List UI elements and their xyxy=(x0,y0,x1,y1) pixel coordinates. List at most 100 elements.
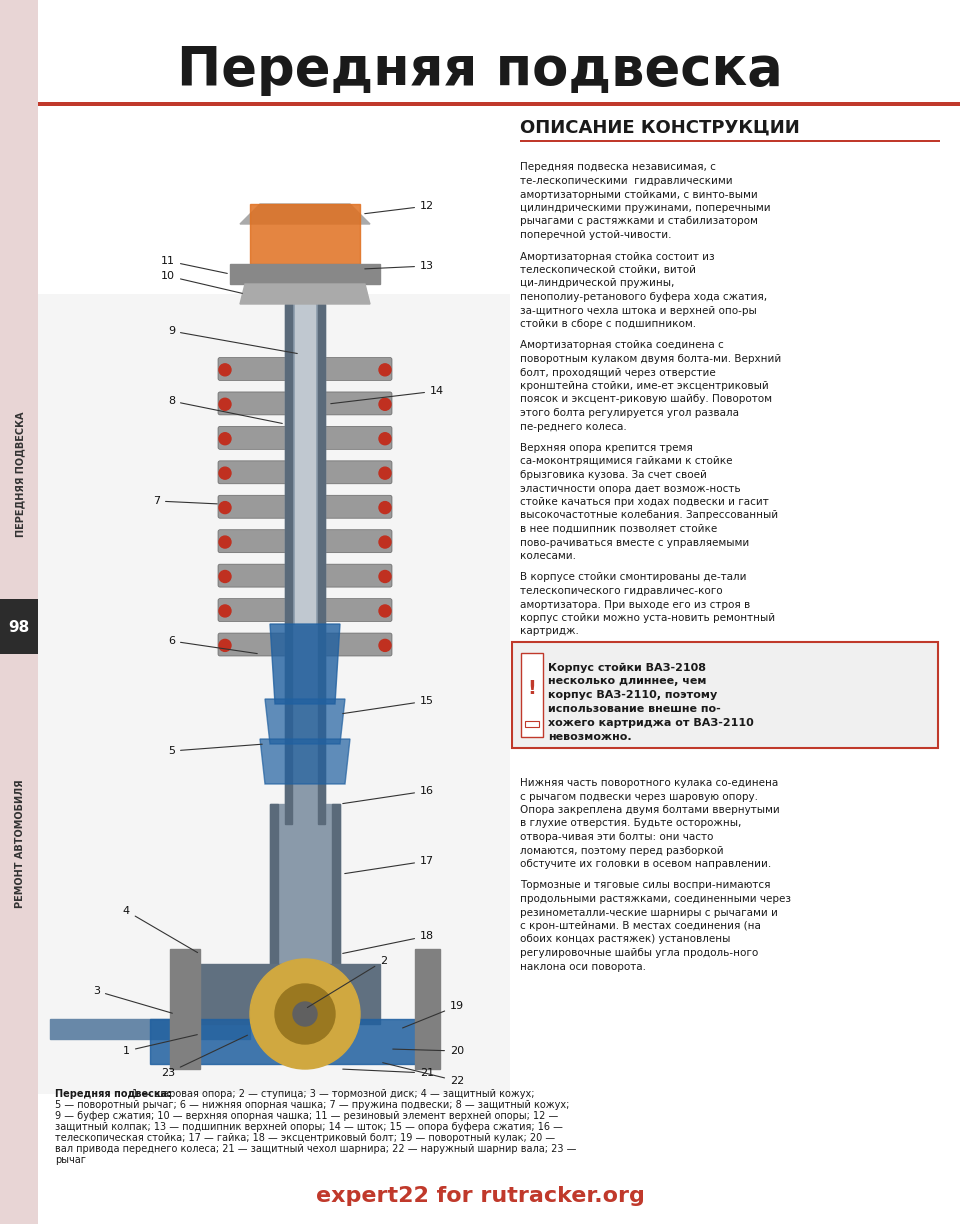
Circle shape xyxy=(250,958,360,1069)
Polygon shape xyxy=(285,304,325,824)
Text: 11: 11 xyxy=(161,256,228,273)
Polygon shape xyxy=(200,965,380,1024)
Circle shape xyxy=(219,364,231,376)
Text: корпус ВАЗ-2110, поэтому: корпус ВАЗ-2110, поэтому xyxy=(548,690,717,700)
Text: 17: 17 xyxy=(345,856,434,874)
FancyBboxPatch shape xyxy=(0,599,38,654)
Text: 8: 8 xyxy=(168,397,282,424)
FancyBboxPatch shape xyxy=(218,392,392,415)
Text: expert22 for rutracker.org: expert22 for rutracker.org xyxy=(316,1186,644,1206)
Text: 1 — шаровая опора; 2 — ступица; 3 — тормозной диск; 4 — защитный кожух;: 1 — шаровая опора; 2 — ступица; 3 — торм… xyxy=(129,1089,535,1099)
Polygon shape xyxy=(150,1020,430,1064)
Text: хожего картриджа от ВАЗ-2110: хожего картриджа от ВАЗ-2110 xyxy=(548,718,754,728)
Text: 23: 23 xyxy=(161,1036,248,1078)
Polygon shape xyxy=(285,304,292,824)
Text: ломаются, поэтому перед разборкой: ломаются, поэтому перед разборкой xyxy=(520,846,724,856)
Text: Тормозные и тяговые силы воспри-нимаются: Тормозные и тяговые силы воспри-нимаются xyxy=(520,880,771,891)
Text: невозможно.: невозможно. xyxy=(548,732,632,743)
Polygon shape xyxy=(265,699,345,744)
Text: картридж.: картридж. xyxy=(520,627,579,636)
Text: цилиндрическими пружинами, поперечными: цилиндрическими пружинами, поперечными xyxy=(520,203,771,213)
Circle shape xyxy=(293,1002,317,1026)
Polygon shape xyxy=(332,804,340,974)
Text: Передняя подвеска независимая, с: Передняя подвеска независимая, с xyxy=(520,163,716,173)
FancyBboxPatch shape xyxy=(38,294,510,1094)
Polygon shape xyxy=(240,284,370,304)
Text: 18: 18 xyxy=(343,931,434,953)
Text: обоих концах растяжек) установлены: обоих концах растяжек) установлены xyxy=(520,934,731,945)
FancyBboxPatch shape xyxy=(0,0,38,1224)
Text: стойке качаться при ходах подвески и гасит: стойке качаться при ходах подвески и гас… xyxy=(520,497,769,507)
Text: пе-реднего колеса.: пе-реднего колеса. xyxy=(520,421,627,432)
Bar xyxy=(525,721,539,727)
Text: 13: 13 xyxy=(365,261,434,271)
Text: 4: 4 xyxy=(123,906,198,952)
Bar xyxy=(520,140,940,142)
Text: в глухие отверстия. Будьте осторожны,: в глухие отверстия. Будьте осторожны, xyxy=(520,819,741,829)
Text: 3: 3 xyxy=(93,987,173,1013)
Text: телескопического гидравличес-кого: телескопического гидравличес-кого xyxy=(520,586,723,596)
Text: кронштейна стойки, име-ет эксцентриковый: кронштейна стойки, име-ет эксцентриковый xyxy=(520,381,769,390)
FancyBboxPatch shape xyxy=(218,633,392,656)
Polygon shape xyxy=(270,624,340,704)
Text: болт, проходящий через отверстие: болт, проходящий через отверстие xyxy=(520,367,716,377)
Text: ОПИСАНИЕ КОНСТРУКЦИИ: ОПИСАНИЕ КОНСТРУКЦИИ xyxy=(520,119,800,137)
Text: в нее подшипник позволяет стойке: в нее подшипник позволяет стойке xyxy=(520,524,717,534)
FancyBboxPatch shape xyxy=(218,426,392,449)
Text: поворотным кулаком двумя болта-ми. Верхний: поворотным кулаком двумя болта-ми. Верхн… xyxy=(520,354,781,364)
Text: Передняя подвеска:: Передняя подвеска: xyxy=(55,1089,171,1099)
Text: рычаг: рычаг xyxy=(55,1155,85,1165)
Text: В корпусе стойки смонтированы де-тали: В корпусе стойки смонтированы де-тали xyxy=(520,573,747,583)
Text: за-щитного чехла штока и верхней опо-ры: за-щитного чехла штока и верхней опо-ры xyxy=(520,306,756,316)
Polygon shape xyxy=(415,949,440,1069)
Polygon shape xyxy=(240,204,370,224)
Circle shape xyxy=(219,433,231,444)
Text: пенополиу-ретанового буфера хода сжатия,: пенополиу-ретанового буфера хода сжатия, xyxy=(520,293,767,302)
Text: амортизаторными стойками, с винто-выми: амортизаторными стойками, с винто-выми xyxy=(520,190,757,200)
Text: 9: 9 xyxy=(168,326,298,354)
Circle shape xyxy=(379,570,391,583)
Text: поперечной устой-чивости.: поперечной устой-чивости. xyxy=(520,230,671,240)
Text: ци-линдрической пружины,: ци-линдрической пружины, xyxy=(520,279,674,289)
Circle shape xyxy=(379,502,391,514)
Text: 14: 14 xyxy=(331,386,444,404)
Circle shape xyxy=(219,570,231,583)
Text: с крон-штейнами. В местах соединения (на: с крон-штейнами. В местах соединения (на xyxy=(520,920,761,931)
Circle shape xyxy=(219,605,231,617)
FancyBboxPatch shape xyxy=(218,460,392,483)
Text: резинометалли-ческие шарниры с рычагами и: резинометалли-ческие шарниры с рычагами … xyxy=(520,907,778,918)
Circle shape xyxy=(379,605,391,617)
Text: брызговика кузова. За счет своей: брызговика кузова. За счет своей xyxy=(520,470,707,480)
Text: 21: 21 xyxy=(343,1069,434,1078)
Text: 16: 16 xyxy=(343,786,434,804)
Text: 98: 98 xyxy=(9,619,30,634)
Text: 22: 22 xyxy=(383,1062,465,1086)
Text: Корпус стойки ВАЗ-2108: Корпус стойки ВАЗ-2108 xyxy=(548,662,706,672)
Text: вал привода переднего колеса; 21 — защитный чехол шарнира; 22 — наружный шарнир : вал привода переднего колеса; 21 — защит… xyxy=(55,1144,576,1154)
Polygon shape xyxy=(295,304,315,624)
Circle shape xyxy=(379,639,391,651)
Circle shape xyxy=(219,398,231,410)
Text: Опора закреплена двумя болтами ввернутыми: Опора закреплена двумя болтами ввернутым… xyxy=(520,805,780,815)
Text: 10: 10 xyxy=(161,271,242,294)
Bar xyxy=(38,102,960,106)
Circle shape xyxy=(379,398,391,410)
Text: телескопической стойки, витой: телескопической стойки, витой xyxy=(520,266,696,275)
Text: высокочастотные колебания. Запрессованный: высокочастотные колебания. Запрессованны… xyxy=(520,510,779,520)
Text: Амортизаторная стойка состоит из: Амортизаторная стойка состоит из xyxy=(520,251,714,262)
Text: 15: 15 xyxy=(343,696,434,714)
Text: са-моконтрящимися гайками к стойке: са-моконтрящимися гайками к стойке xyxy=(520,457,732,466)
Polygon shape xyxy=(318,304,325,824)
Text: корпус стойки можно уста-новить ремонтный: корпус стойки можно уста-новить ремонтны… xyxy=(520,613,775,623)
Text: телескопическая стойка; 17 — гайка; 18 — эксцентриковый болт; 19 — поворотный ку: телескопическая стойка; 17 — гайка; 18 —… xyxy=(55,1133,555,1143)
Text: РЕМОНТ АВТОМОБИЛЯ: РЕМОНТ АВТОМОБИЛЯ xyxy=(15,780,25,908)
Polygon shape xyxy=(260,739,350,785)
Text: 5: 5 xyxy=(168,744,262,756)
FancyBboxPatch shape xyxy=(218,530,392,553)
FancyBboxPatch shape xyxy=(218,599,392,622)
Circle shape xyxy=(379,536,391,548)
FancyBboxPatch shape xyxy=(218,564,392,588)
Text: Верхняя опора крепится тремя: Верхняя опора крепится тремя xyxy=(520,443,693,453)
Text: Амортизаторная стойка соединена с: Амортизаторная стойка соединена с xyxy=(520,340,724,350)
FancyBboxPatch shape xyxy=(512,641,938,748)
